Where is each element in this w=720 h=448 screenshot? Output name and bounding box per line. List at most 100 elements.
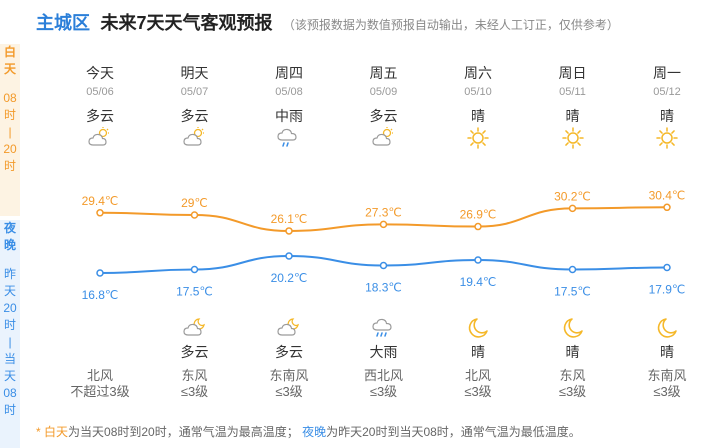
day-name: 明天: [180, 65, 209, 81]
night-label-char: 20: [3, 301, 17, 315]
sun-icon: [438, 126, 518, 155]
low-temp-point: [663, 263, 671, 272]
day-label-char: 时: [3, 108, 16, 122]
low-temp-point: [379, 261, 388, 270]
low-temp-point: [190, 265, 199, 274]
low-temp-label: 18.3℃: [365, 281, 402, 295]
wind-direction: 西北风: [363, 368, 403, 383]
high-temp-label: 30.4℃: [649, 188, 686, 202]
wind-info: 北风 不超过3级: [60, 368, 140, 400]
partly-cloudy-icon: [344, 126, 424, 153]
footer-night-text: 为昨天20时到当天08时，通常气温为最低温度。: [326, 425, 581, 439]
footer-night-label: 夜晚: [302, 425, 327, 439]
high-temp-point: [568, 204, 577, 213]
day-date: 05/11: [559, 86, 586, 98]
day-label-char: 08: [3, 91, 17, 105]
high-temp-label: 27.3℃: [365, 205, 402, 219]
day-label-char: |: [8, 125, 12, 139]
day-label-char: 20: [3, 142, 17, 156]
day-date: 05/09: [369, 86, 398, 98]
low-temp-label: 20.2℃: [271, 271, 308, 285]
high-temp-label: 29℃: [181, 196, 208, 210]
night-label-char: 昨: [3, 267, 16, 281]
low-temp-label: 17.5℃: [176, 285, 213, 299]
high-temp-point: [96, 209, 104, 217]
high-temp-point: [379, 220, 388, 229]
night-condition: 晴: [565, 344, 580, 360]
night-cloudy-icon: [249, 316, 329, 343]
night-cloudy-icon: [155, 316, 235, 343]
day-date: 05/06: [86, 86, 114, 98]
night-condition: 晴: [660, 344, 674, 360]
footer-star: *: [36, 425, 45, 439]
day-condition: 多云: [86, 108, 114, 124]
wind-direction: 东南风: [269, 368, 309, 383]
wind-direction: 北风: [86, 368, 113, 383]
wind-info: 东风 ≤3级: [533, 368, 613, 400]
night-condition: 晴: [471, 344, 485, 360]
wind-level: ≤3级: [558, 384, 587, 399]
wind-direction: 东南风: [647, 368, 687, 383]
wind-level: ≤3级: [180, 384, 209, 399]
night-condition: 多云: [275, 344, 303, 360]
wind-direction: 北风: [464, 368, 491, 383]
high-temp-label: 30.2℃: [554, 189, 591, 203]
day-name: 周六: [464, 65, 492, 81]
day-label-char: 白: [3, 45, 16, 59]
day-date: 05/10: [464, 86, 492, 98]
low-temp-label: 19.4℃: [460, 275, 497, 289]
high-temp-label: 26.1℃: [271, 212, 308, 226]
day-date: 05/12: [653, 86, 681, 98]
low-temp-label: 17.5℃: [554, 285, 591, 299]
day-name: 周四: [275, 65, 303, 81]
night-label-char: 08: [3, 386, 17, 400]
footer-day-text: 为当天08时到20时，通常气温为最高温度；: [68, 425, 299, 439]
high-temp-point: [285, 227, 293, 235]
high-temp-label: 26.9℃: [460, 208, 497, 222]
low-temp-point: [568, 265, 577, 274]
wind-level: ≤3级: [275, 384, 303, 399]
day-condition: 晴: [471, 108, 485, 124]
disclaimer-note: （该预报数据为数值预报自动输出，未经人工订正，仅供参考）: [282, 18, 619, 32]
day-date: 05/07: [180, 86, 209, 98]
low-temp-point: [285, 252, 293, 260]
wind-level: ≤3级: [369, 384, 398, 399]
city-name[interactable]: 主城区: [36, 13, 90, 33]
page-title: 未来7天天气客观预报: [100, 13, 273, 33]
wind-info: 东南风 ≤3级: [627, 368, 707, 400]
partly-cloudy-icon: [60, 126, 140, 153]
footer-note: * 白天为当天08时到20时，通常气温为最高温度； 夜晚为昨天20时到当天08时…: [36, 423, 581, 440]
daytime-label-bar: 白天 08 时 | 20 时: [0, 44, 20, 216]
high-temp-point: [190, 211, 199, 219]
footer-day-label: 白天: [44, 425, 69, 439]
day-label-char: 时: [3, 159, 16, 173]
day-condition: 多云: [180, 108, 209, 124]
night-label-char: 夜: [3, 221, 16, 235]
low-temp-point: [96, 269, 104, 277]
high-temp-label: 29.4℃: [82, 194, 119, 208]
day-name: 周五: [369, 65, 398, 81]
day-condition: 晴: [660, 108, 674, 124]
night-label-char: 当: [3, 352, 16, 366]
partly-cloudy-icon: [155, 126, 235, 153]
night-condition: 多云: [180, 344, 209, 360]
sun-icon: [533, 126, 613, 155]
moon-icon: [533, 316, 613, 345]
day-label-char: 天: [3, 62, 16, 76]
page-header: 主城区 未来7天天气客观预报 （该预报数据为数值预报自动输出，未经人工订正，仅供…: [36, 9, 619, 35]
wind-info: 东风 ≤3级: [155, 368, 235, 400]
moderate-rain-icon: [249, 126, 329, 155]
wind-level: ≤3级: [653, 384, 681, 399]
night-label-char: 时: [3, 403, 16, 417]
wind-info: 东南风 ≤3级: [249, 368, 329, 400]
moon-icon: [438, 316, 518, 345]
low-temp-label: 17.9℃: [649, 283, 686, 297]
wind-direction: 东风: [181, 368, 208, 383]
wind-info: 北风 ≤3级: [438, 368, 518, 400]
high-temp-point: [474, 222, 482, 231]
day-name: 周一: [653, 65, 681, 81]
day-name: 周日: [558, 65, 587, 81]
day-name: 今天: [86, 65, 114, 81]
night-label-char: 时: [3, 318, 16, 332]
